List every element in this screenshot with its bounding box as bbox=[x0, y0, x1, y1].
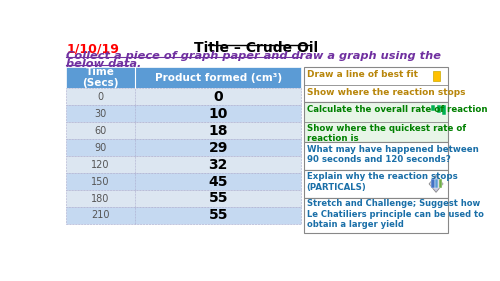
Text: 55: 55 bbox=[208, 191, 228, 205]
FancyBboxPatch shape bbox=[432, 179, 434, 189]
Text: Draw a line of best fit: Draw a line of best fit bbox=[306, 70, 418, 79]
FancyBboxPatch shape bbox=[66, 190, 301, 207]
FancyBboxPatch shape bbox=[66, 156, 301, 173]
Text: 29: 29 bbox=[208, 141, 228, 155]
Text: Calculate the overall rate of reaction: Calculate the overall rate of reaction bbox=[306, 105, 487, 114]
FancyBboxPatch shape bbox=[442, 105, 446, 115]
Text: Time
(Secs): Time (Secs) bbox=[82, 67, 118, 89]
Text: Stretch and Challenge; Suggest how
Le Chatiliers principle can be used to
obtain: Stretch and Challenge; Suggest how Le Ch… bbox=[306, 199, 484, 229]
Text: 45: 45 bbox=[208, 175, 228, 189]
Text: Product formed (cm³): Product formed (cm³) bbox=[154, 72, 282, 83]
FancyBboxPatch shape bbox=[436, 179, 438, 189]
FancyBboxPatch shape bbox=[66, 173, 301, 190]
Polygon shape bbox=[429, 175, 443, 192]
Text: Show where the reaction stops: Show where the reaction stops bbox=[306, 88, 465, 97]
FancyBboxPatch shape bbox=[433, 71, 440, 81]
Text: Show where the quickest rate of
reaction is: Show where the quickest rate of reaction… bbox=[306, 124, 466, 143]
Text: 210: 210 bbox=[91, 210, 110, 220]
FancyBboxPatch shape bbox=[304, 170, 448, 198]
FancyBboxPatch shape bbox=[66, 89, 301, 105]
FancyBboxPatch shape bbox=[66, 122, 301, 139]
Text: 0: 0 bbox=[214, 90, 223, 104]
FancyBboxPatch shape bbox=[66, 207, 301, 224]
Text: 60: 60 bbox=[94, 126, 106, 136]
FancyBboxPatch shape bbox=[304, 102, 448, 142]
Text: 55: 55 bbox=[208, 209, 228, 223]
Text: Explain why the reaction stops
(PARTICALS): Explain why the reaction stops (PARTICAL… bbox=[306, 172, 458, 192]
Text: 30: 30 bbox=[94, 109, 106, 119]
FancyBboxPatch shape bbox=[304, 67, 448, 102]
Text: 32: 32 bbox=[208, 158, 228, 172]
FancyBboxPatch shape bbox=[66, 67, 301, 89]
Text: Title – Crude Oil: Title – Crude Oil bbox=[194, 41, 318, 55]
Text: 120: 120 bbox=[91, 160, 110, 170]
Text: What may have happened between
90 seconds and 120 seconds?: What may have happened between 90 second… bbox=[306, 145, 478, 164]
Text: 150: 150 bbox=[91, 176, 110, 187]
Text: 10: 10 bbox=[208, 107, 228, 121]
Text: 0: 0 bbox=[98, 92, 103, 102]
FancyBboxPatch shape bbox=[66, 139, 301, 156]
FancyBboxPatch shape bbox=[439, 179, 442, 189]
FancyBboxPatch shape bbox=[66, 105, 301, 122]
Text: 180: 180 bbox=[92, 194, 110, 203]
FancyBboxPatch shape bbox=[304, 198, 448, 233]
Text: 18: 18 bbox=[208, 124, 228, 138]
FancyBboxPatch shape bbox=[432, 105, 436, 111]
FancyBboxPatch shape bbox=[437, 105, 440, 113]
FancyBboxPatch shape bbox=[304, 142, 448, 170]
Text: below data.: below data. bbox=[66, 59, 141, 69]
Text: 1/10/19: 1/10/19 bbox=[66, 42, 120, 55]
Text: Collect a piece of graph paper and draw a graph using the: Collect a piece of graph paper and draw … bbox=[66, 51, 440, 62]
Text: 90: 90 bbox=[94, 143, 106, 153]
